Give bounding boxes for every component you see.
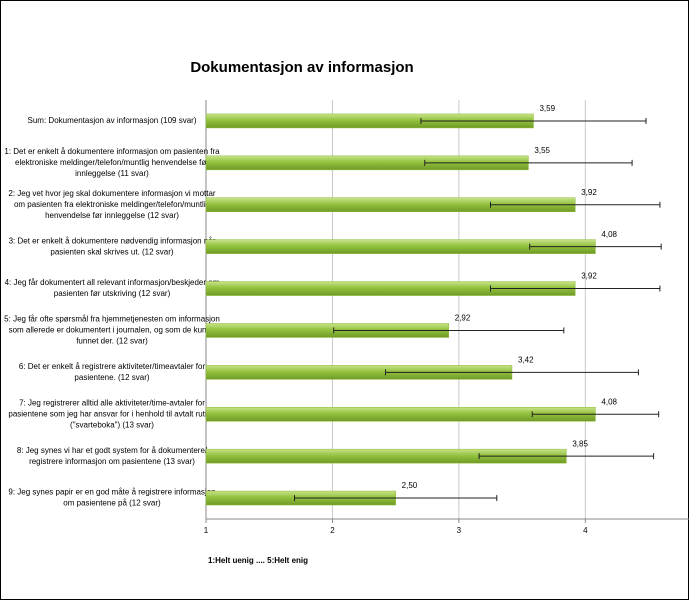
y-tick-label: 8: Jeg synes vi har et godt system for å…: [17, 446, 208, 455]
y-tick-label: 6: Det er enkelt å registrere aktivitete…: [19, 362, 206, 371]
y-tick-label: 4: Jeg får dokumentert all relevant info…: [5, 278, 220, 287]
value-label: 4,08: [601, 230, 617, 239]
y-tick-label: 7: Jeg registrerer alltid alle aktivitet…: [19, 398, 205, 407]
y-tick-label: 5: Jeg får ofte spørsmål fra hjemmetjene…: [4, 315, 220, 324]
y-tick-label: Sum: Dokumentasjon av informasjon (109 s…: [28, 116, 197, 125]
value-label: 3,85: [572, 439, 588, 448]
y-tick-label: om pasientene på (12 svar): [63, 499, 161, 508]
x-tick-label: 2: [330, 526, 335, 535]
y-tick-label: pasientene som jeg har ansvar for i henh…: [8, 409, 216, 418]
value-label: 3,92: [581, 188, 597, 197]
y-tick-label: pasienten skal skrives ut. (12 svar): [50, 247, 173, 256]
y-tick-label: pasientene. (12 svar): [74, 373, 149, 382]
value-label: 3,92: [581, 272, 597, 281]
chart-title: Dokumentasjon av informasjon: [190, 59, 413, 76]
y-tick-label: innleggelse (11 svar): [75, 169, 149, 178]
y-tick-label: 1: Det er enkelt å dokumentere informasj…: [4, 147, 220, 156]
y-tick-label: pasienten før utskriving (12 svar): [54, 289, 171, 298]
y-tick-label: om pasienten fra elektroniske meldinger/…: [14, 200, 210, 209]
y-tick-label: 2: Jeg vet hvor jeg skal dokumentere inf…: [8, 189, 216, 198]
footnote: 1:Helt uenig .... 5:Helt enig: [208, 556, 308, 565]
x-tick-label: 4: [583, 526, 588, 535]
y-tick-label: ("svarteboka") (13 svar): [70, 420, 154, 429]
y-tick-label: 3: Det er enkelt å dokumentere nødvendig…: [9, 236, 216, 245]
y-tick-label: henvendelse før innleggelse (12 svar): [45, 211, 179, 220]
x-tick-label: 3: [457, 526, 462, 535]
value-label: 4,08: [601, 397, 617, 406]
y-tick-label: funnet der. (12 svar): [76, 337, 148, 346]
y-tick-label: som allerede er dokumentert i journalen,…: [9, 326, 216, 335]
y-tick-label: 9: Jeg synes papir er en god måte å regi…: [8, 488, 215, 497]
y-tick-label: registrere informasjon om pasientene (13…: [29, 457, 195, 466]
value-label: 2,92: [455, 314, 471, 323]
value-label: 2,50: [402, 481, 418, 490]
value-label: 3,55: [534, 146, 550, 155]
value-label: 3,42: [518, 355, 534, 364]
x-tick-label: 1: [204, 526, 209, 535]
value-label: 3,59: [539, 104, 555, 113]
y-tick-label: elektroniske meldinger/telefon/muntlig h…: [15, 158, 209, 167]
